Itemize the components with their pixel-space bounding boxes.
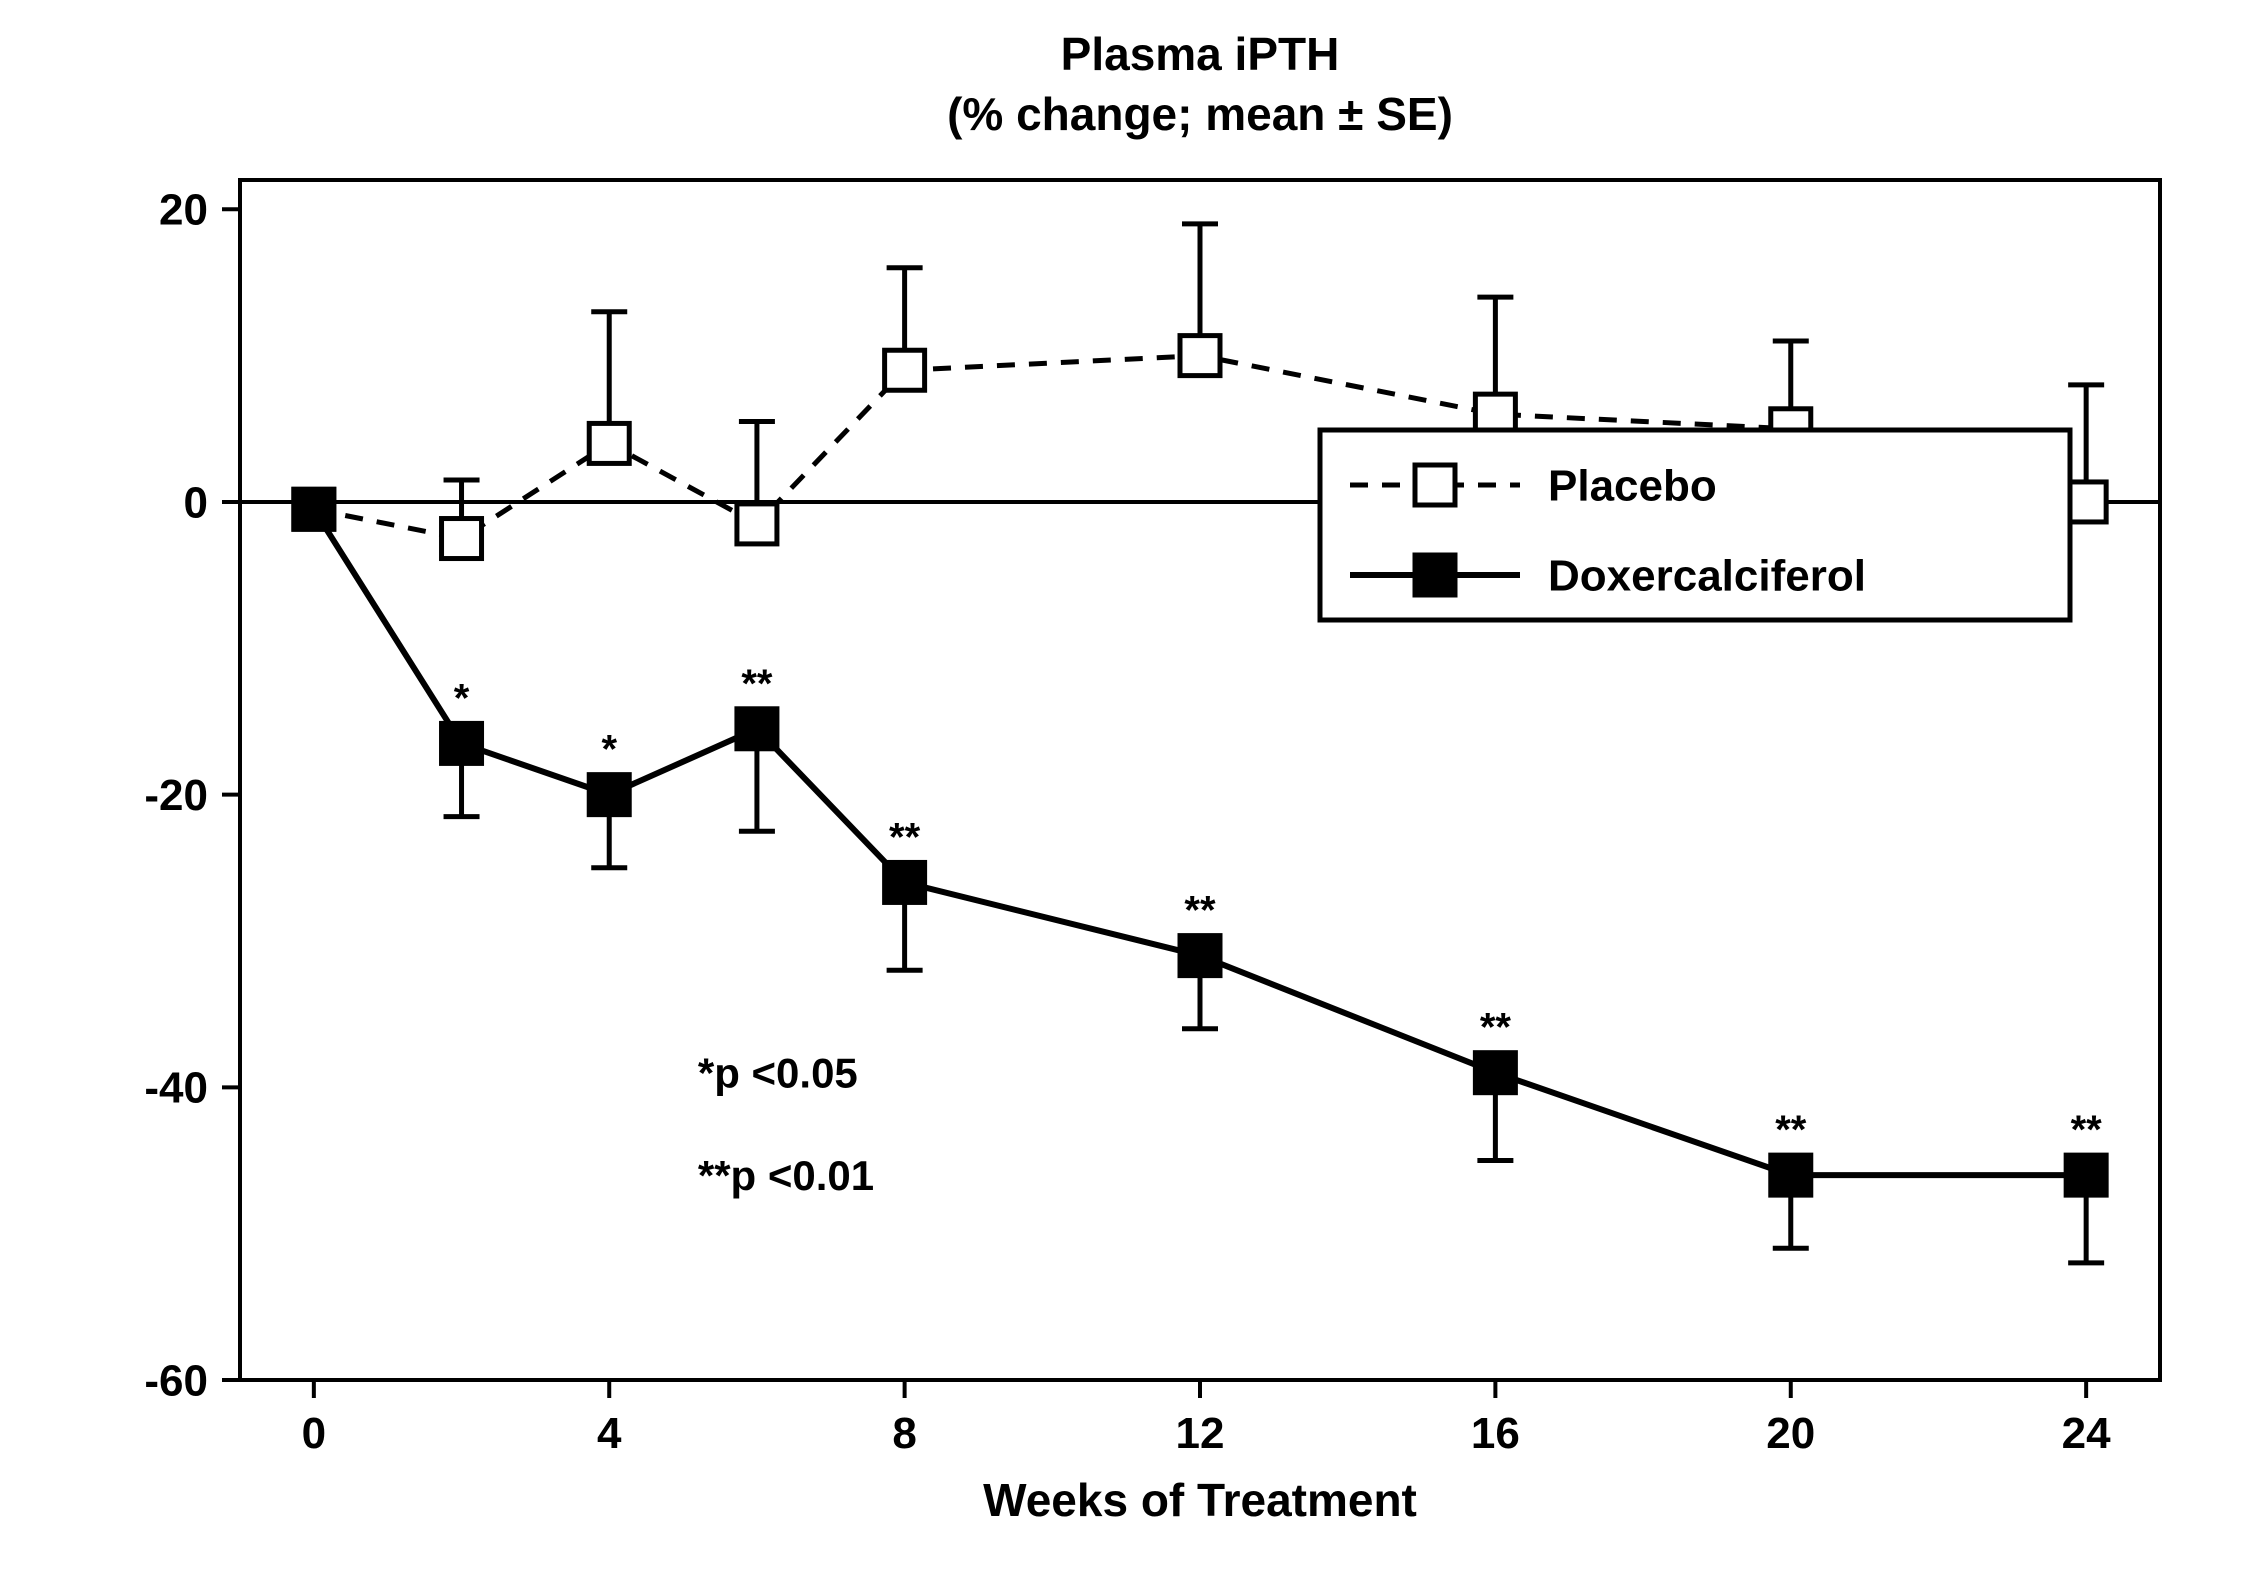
legend-marker-doxercalciferol xyxy=(1415,555,1455,595)
marker-doxercalciferol xyxy=(1771,1155,1811,1195)
x-tick-label: 8 xyxy=(892,1409,916,1458)
legend-label-placebo: Placebo xyxy=(1548,461,1717,510)
significance-marker: ** xyxy=(1184,889,1216,933)
x-tick-label: 20 xyxy=(1766,1409,1815,1458)
chart-title-line1: Plasma iPTH xyxy=(1061,28,1340,80)
marker-placebo xyxy=(442,519,482,559)
x-axis-label: Weeks of Treatment xyxy=(983,1474,1417,1526)
significance-marker: ** xyxy=(1480,1006,1512,1050)
x-tick-label: 24 xyxy=(2062,1409,2111,1458)
legend-marker-placebo xyxy=(1415,465,1455,505)
y-tick-label: -60 xyxy=(144,1356,208,1405)
marker-doxercalciferol xyxy=(737,709,777,749)
marker-doxercalciferol xyxy=(2066,1155,2106,1195)
significance-marker: ** xyxy=(1775,1108,1807,1152)
marker-doxercalciferol xyxy=(589,775,629,815)
significance-marker: ** xyxy=(889,815,921,859)
marker-doxercalciferol xyxy=(442,723,482,763)
marker-doxercalciferol xyxy=(885,862,925,902)
annotation-p05: *p <0.05 xyxy=(698,1049,858,1096)
marker-doxercalciferol xyxy=(1180,936,1220,976)
significance-marker: ** xyxy=(741,662,773,706)
marker-placebo xyxy=(1180,336,1220,376)
x-tick-label: 4 xyxy=(597,1409,622,1458)
chart-title-line2: (% change; mean ± SE) xyxy=(947,88,1453,140)
legend-label-doxercalciferol: Doxercalciferol xyxy=(1548,551,1866,600)
marker-doxercalciferol xyxy=(294,489,334,529)
y-tick-label: 20 xyxy=(159,186,208,235)
chart-container: Plasma iPTH (% change; mean ± SE) -60 -40 -2… xyxy=(0,0,2252,1572)
y-tick-label: -20 xyxy=(144,771,208,820)
marker-placebo xyxy=(885,350,925,390)
x-tick-label: 0 xyxy=(302,1409,326,1458)
marker-doxercalciferol xyxy=(1475,1053,1515,1093)
marker-placebo xyxy=(737,504,777,544)
annotation-p01: **p <0.01 xyxy=(698,1152,874,1199)
significance-marker: ** xyxy=(2071,1108,2103,1152)
chart-svg: Plasma iPTH (% change; mean ± SE) -60 -40 -2… xyxy=(0,0,2252,1572)
y-tick-label: 0 xyxy=(184,478,208,527)
x-tick-label: 16 xyxy=(1471,1409,1520,1458)
marker-placebo xyxy=(589,423,629,463)
x-tick-label: 12 xyxy=(1176,1409,1225,1458)
significance-marker: * xyxy=(601,728,617,772)
significance-marker: * xyxy=(454,676,470,720)
y-tick-label: -40 xyxy=(144,1064,208,1113)
